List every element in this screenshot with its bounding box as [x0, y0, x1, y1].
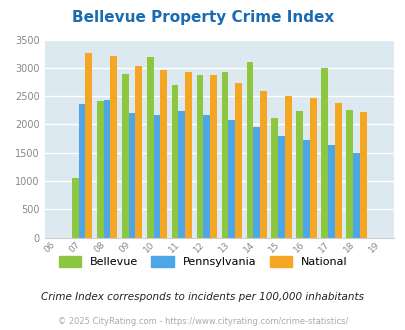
Bar	[345, 110, 352, 238]
Text: Crime Index corresponds to incidents per 100,000 inhabitants: Crime Index corresponds to incidents per…	[41, 292, 364, 302]
Bar	[160, 70, 166, 238]
Bar	[259, 90, 266, 238]
Bar	[178, 112, 185, 238]
Bar	[85, 53, 92, 238]
Bar	[234, 83, 241, 238]
Bar	[296, 112, 303, 238]
Bar	[203, 115, 210, 238]
Bar	[147, 56, 153, 238]
Bar	[327, 145, 334, 238]
Bar	[97, 101, 103, 238]
Bar	[103, 100, 110, 238]
Bar	[221, 72, 228, 238]
Bar	[309, 98, 316, 238]
Bar	[122, 74, 128, 238]
Bar	[284, 96, 291, 238]
Bar	[72, 178, 79, 238]
Legend: Bellevue, Pennsylvania, National: Bellevue, Pennsylvania, National	[59, 256, 346, 268]
Bar	[228, 120, 234, 238]
Bar	[110, 56, 117, 238]
Bar	[185, 72, 192, 238]
Bar	[271, 118, 277, 238]
Bar	[79, 104, 85, 238]
Bar	[128, 113, 135, 238]
Bar	[352, 153, 359, 238]
Bar	[153, 115, 160, 238]
Bar	[359, 112, 366, 238]
Bar	[253, 127, 259, 238]
Bar	[277, 136, 284, 238]
Bar	[303, 140, 309, 238]
Bar	[210, 75, 216, 238]
Text: Bellevue Property Crime Index: Bellevue Property Crime Index	[72, 10, 333, 25]
Bar	[321, 68, 327, 238]
Bar	[171, 85, 178, 238]
Bar	[246, 62, 253, 238]
Text: © 2025 CityRating.com - https://www.cityrating.com/crime-statistics/: © 2025 CityRating.com - https://www.city…	[58, 317, 347, 326]
Bar	[334, 103, 341, 238]
Bar	[196, 75, 203, 238]
Bar	[135, 66, 142, 238]
